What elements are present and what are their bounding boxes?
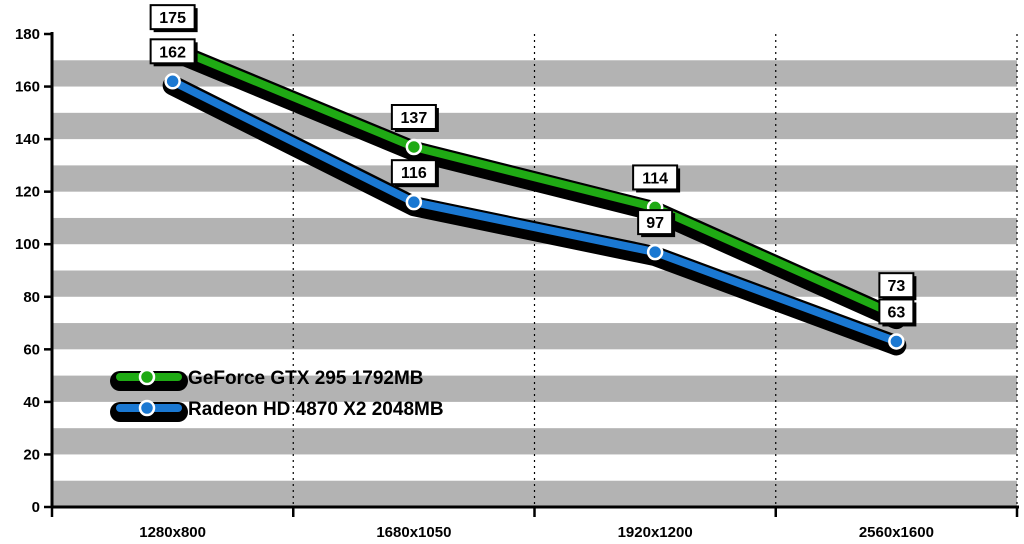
data-label: 175 (149, 4, 198, 33)
y-tick-label: 160 (15, 79, 40, 96)
y-tick-label: 0 (32, 499, 40, 516)
data-label: 137 (390, 103, 439, 132)
data-label-value: 137 (401, 110, 428, 127)
data-label-box (149, 4, 196, 31)
background-bands (52, 60, 1017, 507)
data-label-box (390, 103, 437, 130)
data-label-value: 114 (642, 170, 668, 187)
data-point (405, 138, 423, 156)
y-tick-label: 80 (23, 289, 40, 306)
data-label-value: 175 (159, 10, 186, 27)
y-axis-ticks: 0 20 40 60 80 100 120 140 160 180 (15, 26, 52, 516)
y-tick-label: 60 (23, 341, 40, 358)
data-label-value: 63 (887, 304, 905, 321)
data-label: 114 (632, 164, 681, 193)
vertical-gridlines (292, 34, 1018, 507)
legend: GeForce GTX 295 1792MB Radeon HD 4870 X2 … (110, 368, 444, 422)
data-label-box (390, 159, 437, 186)
y-tick-label: 140 (15, 131, 40, 148)
data-label-box (149, 38, 196, 65)
data-label-box (632, 164, 679, 191)
legend-entry-label: GeForce GTX 295 1792MB (188, 368, 424, 389)
y-tick-label: 100 (15, 236, 40, 253)
grid-band (52, 428, 1017, 455)
data-point (164, 73, 181, 90)
data-label-value: 73 (887, 278, 905, 295)
data-label: 116 (390, 159, 439, 188)
data-label-value: 116 (401, 165, 427, 182)
data-label: 63 (878, 298, 917, 327)
data-label-box (878, 272, 915, 299)
data-label-value: 97 (646, 215, 664, 232)
data-label-value: 162 (159, 44, 186, 61)
x-tick-label: 1280x800 (139, 524, 206, 541)
series-lines (162, 38, 907, 356)
y-tick-label: 180 (15, 26, 40, 43)
legend-entry-label: Radeon HD 4870 X2 2048MB (188, 399, 444, 420)
y-tick-label: 40 (23, 394, 40, 411)
y-tick-label: 120 (15, 184, 40, 201)
y-tick-label: 20 (23, 446, 40, 463)
legend-swatch-marker (138, 399, 156, 417)
data-label: 73 (878, 272, 917, 301)
legend-swatch-marker (138, 368, 156, 386)
data-label-box (637, 209, 674, 236)
data-point (888, 333, 905, 350)
data-label: 97 (637, 209, 676, 238)
x-axis-ticks: 1280x800 1680x1050 1920x1200 2560x1600 (50, 507, 1019, 541)
series-line (168, 43, 901, 320)
data-labels: 175 137 114 73 162 116 97 63 (149, 4, 917, 327)
data-label-box (878, 298, 915, 325)
data-point (405, 193, 423, 211)
series-line (168, 77, 901, 346)
x-tick-label: 1680x1050 (376, 524, 451, 541)
x-tick-label: 1920x1200 (618, 524, 693, 541)
data-point (646, 243, 664, 261)
x-tick-label: 2560x1600 (859, 524, 934, 541)
data-label: 162 (149, 38, 198, 67)
